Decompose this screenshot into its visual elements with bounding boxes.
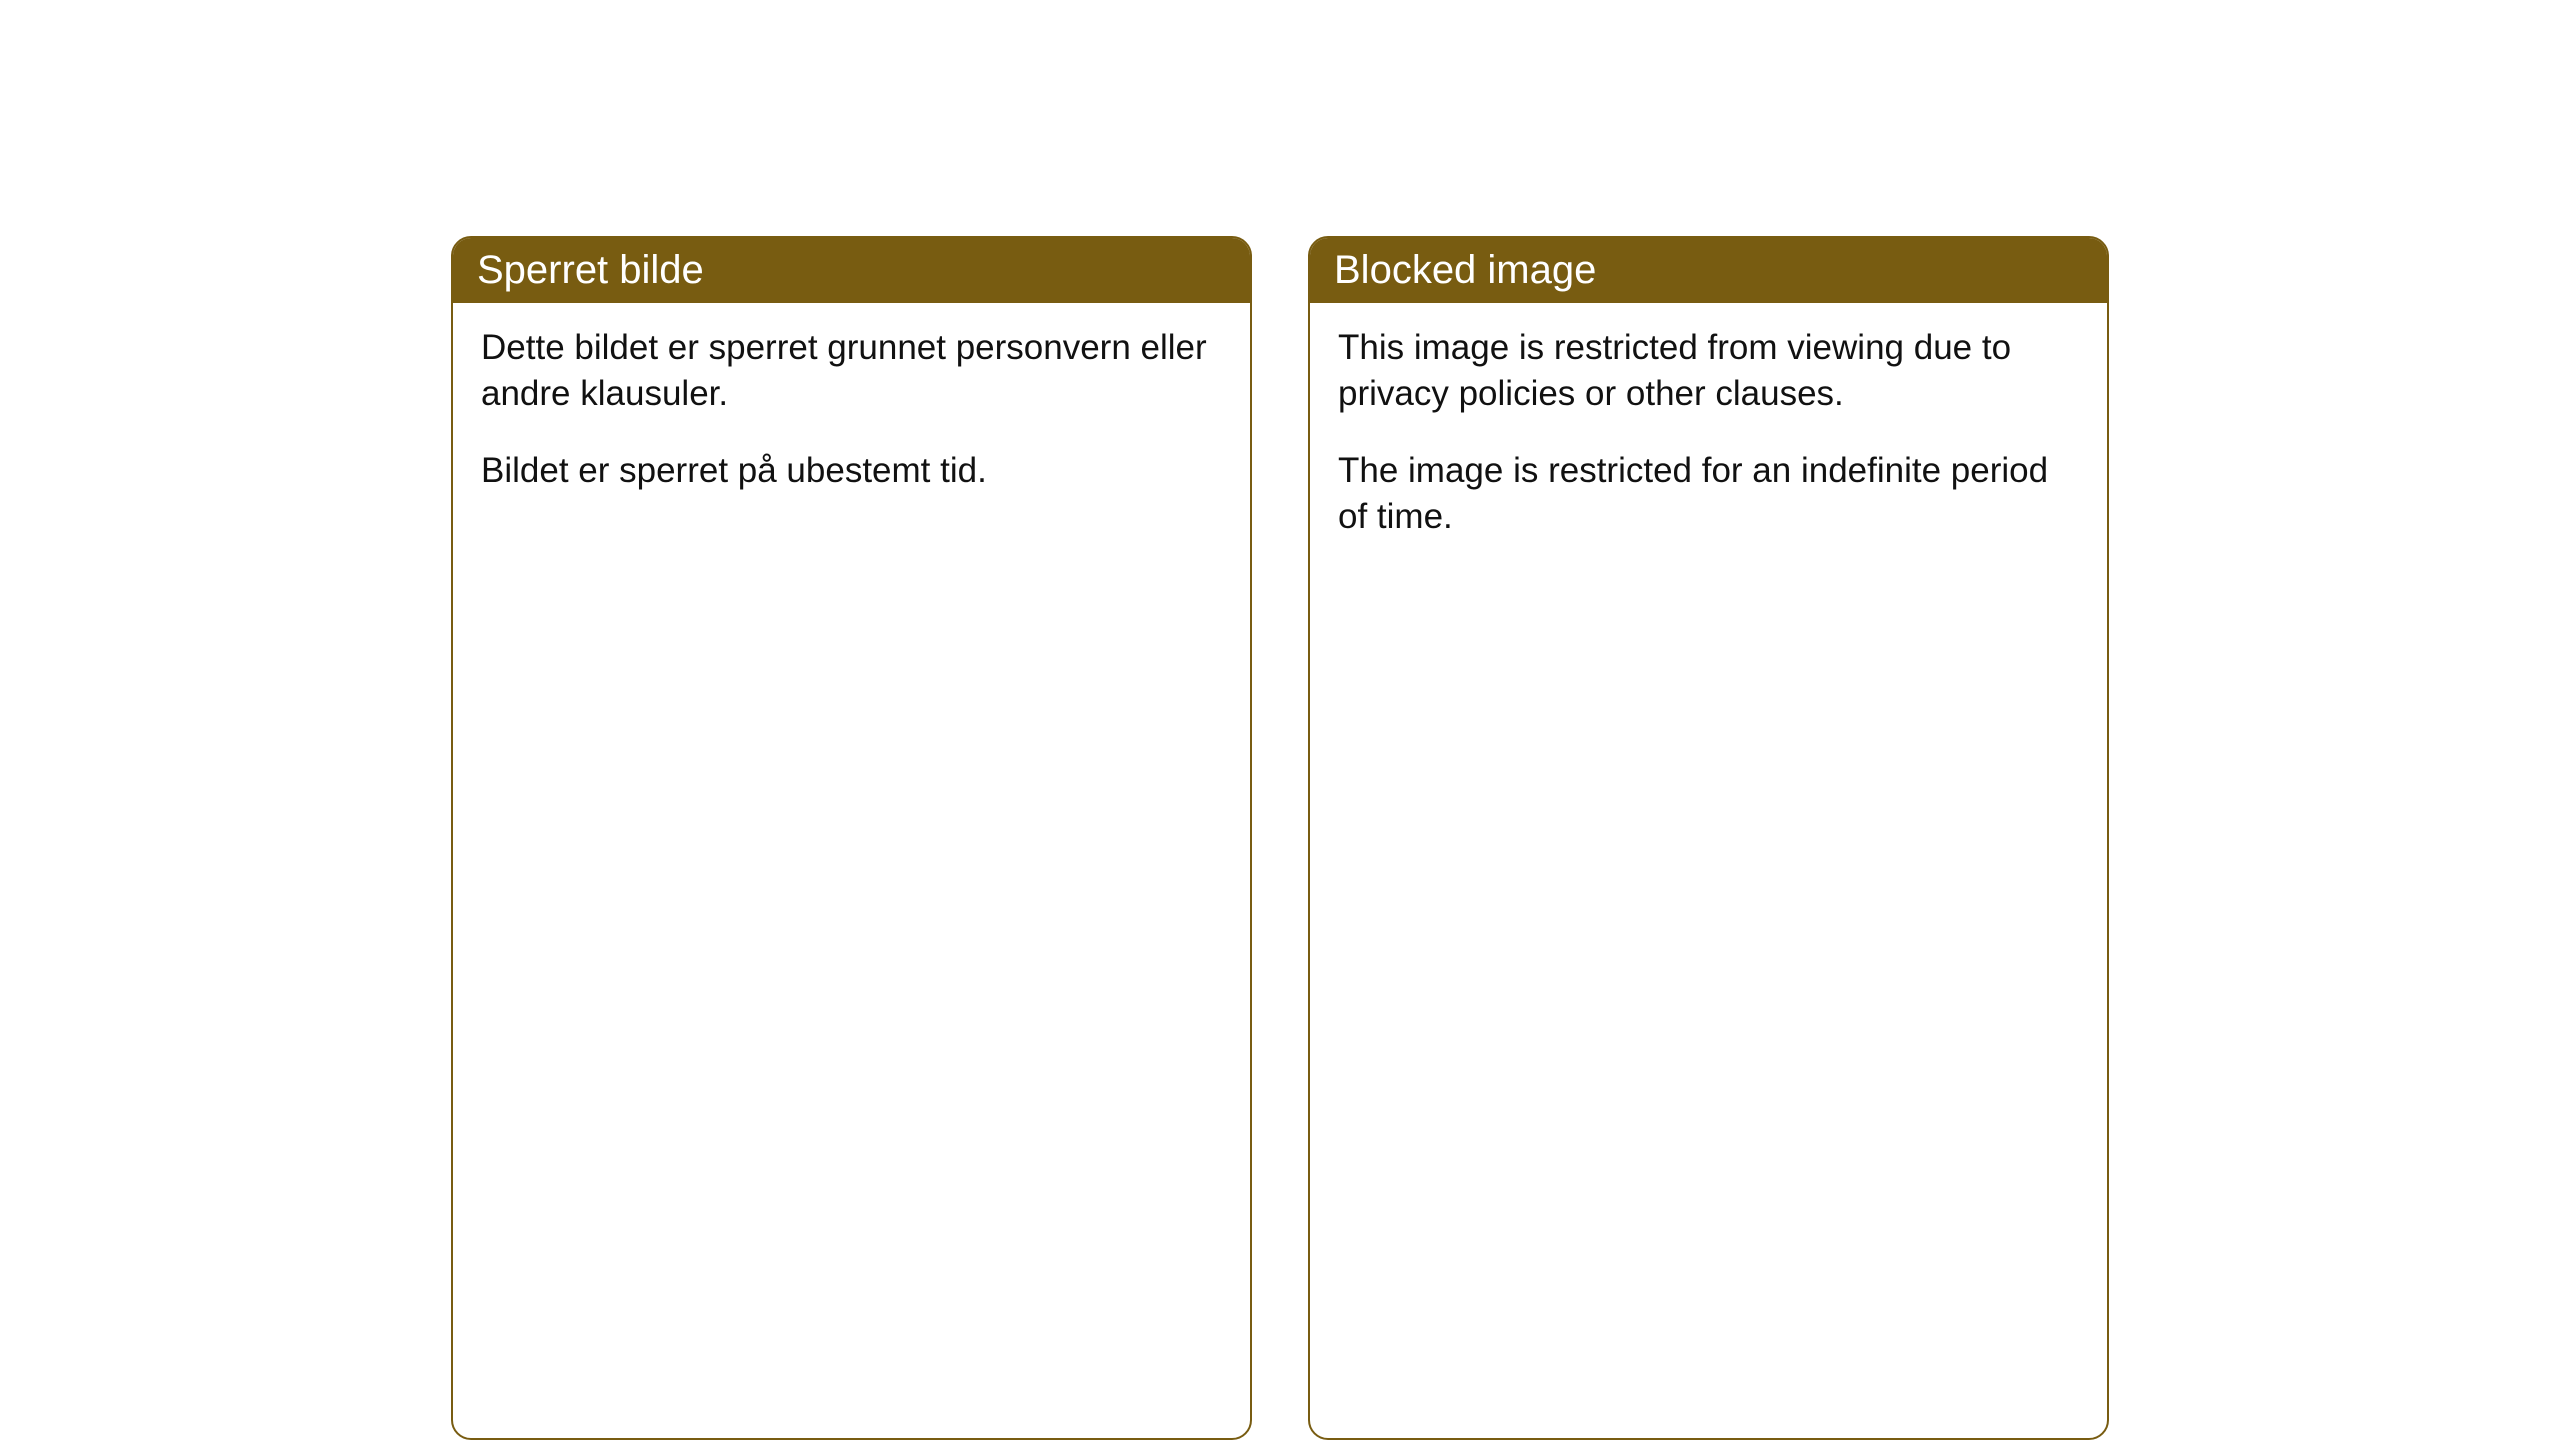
blocked-notice-card-no: Sperret bilde Dette bildet er sperret gr…	[451, 236, 1252, 1440]
card-header-en: Blocked image	[1310, 238, 2107, 303]
notice-text-no-2: Bildet er sperret på ubestemt tid.	[481, 448, 1222, 494]
notice-text-en-1: This image is restricted from viewing du…	[1338, 325, 2079, 416]
card-title-no: Sperret bilde	[477, 248, 704, 292]
notice-text-no-1: Dette bildet er sperret grunnet personve…	[481, 325, 1222, 416]
card-body-en: This image is restricted from viewing du…	[1310, 303, 2107, 579]
card-title-en: Blocked image	[1334, 248, 1596, 292]
blocked-notice-card-en: Blocked image This image is restricted f…	[1308, 236, 2109, 1440]
card-header-no: Sperret bilde	[453, 238, 1250, 303]
notice-container: Sperret bilde Dette bildet er sperret gr…	[451, 236, 2109, 1440]
card-body-no: Dette bildet er sperret grunnet personve…	[453, 303, 1250, 534]
notice-text-en-2: The image is restricted for an indefinit…	[1338, 448, 2079, 539]
